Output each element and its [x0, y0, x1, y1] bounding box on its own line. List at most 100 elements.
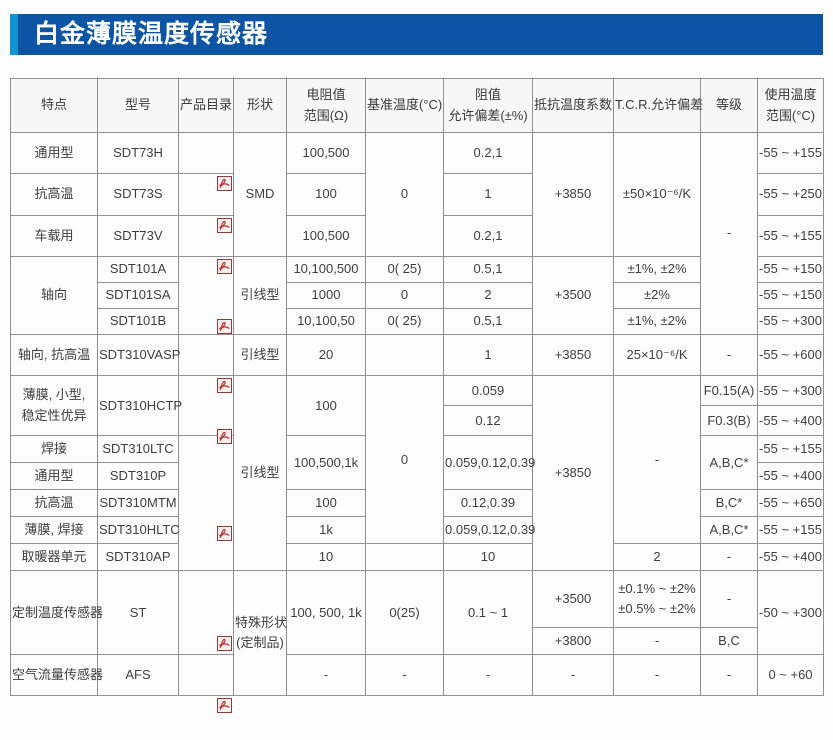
pdf-link-cell: [178, 131, 234, 192]
table-cell: -: [613, 627, 701, 656]
pdf-icon[interactable]: [202, 298, 232, 334]
table-row: 焊接 SDT310LTC 100,500,1k 0.059,0.12,0.39 A,B…: [10, 435, 824, 572]
pdf-link-cell: [178, 214, 234, 274]
pdf-icon[interactable]: [202, 409, 232, 444]
table-row: 薄膜, 焊接 SDT310HLTC 1k 0.059,0.12,0.39 A,B,C* -…: [10, 516, 824, 545]
table-cell: 通用型: [10, 462, 98, 491]
column-header: T.C.R.允许偏差: [613, 78, 703, 133]
table-cell: 取暖器单元: [10, 543, 98, 572]
table-cell: -55 ~ +600: [757, 333, 824, 377]
table-cell: +3850: [532, 333, 614, 377]
table-cell: 定制温度传感器: [10, 570, 103, 656]
table-cell: ±50×10⁻⁶/K: [613, 132, 701, 257]
table-cell: -55 ~ +150: [757, 255, 824, 283]
table-cell: [365, 543, 444, 572]
table-cell: -55 ~ +155: [757, 435, 824, 464]
table-cell: 0.2,1: [443, 214, 533, 257]
table-cell: -: [613, 654, 701, 697]
table-cell: 20: [286, 333, 366, 377]
column-header: 产品目录: [178, 78, 234, 133]
table-cell: 0: [365, 375, 444, 545]
table-cell: SDT310MTM: [97, 489, 179, 518]
table-cell: 0: [365, 132, 444, 257]
table-cell: SDT310VASP: [97, 333, 180, 377]
table-cell: 0.059: [443, 375, 533, 407]
table-cell: -55 ~ +400: [757, 543, 824, 572]
sensor-spec-table: 特点 型号 产品目录 形状 电阻值 范围(Ω) 基准温度(°C) 阻值 允许偏差(±%) 抵抗…: [10, 78, 824, 714]
table-cell: SDT101SA: [97, 281, 179, 309]
table-cell: SDT73H: [97, 131, 179, 175]
table-row: 0.12 F0.3(B) -55 ~ +400: [11, 405, 824, 437]
table-cell: A,B,C*: [700, 516, 758, 545]
table-cell: SDT310P: [97, 462, 179, 491]
table-cell: -: [532, 654, 614, 697]
pdf-icon[interactable]: [202, 156, 232, 192]
table-cell: 1: [443, 173, 533, 216]
table-row: 薄膜, 小型, 稳定性优异 SDT310HCTP 引线型 100 0 0.059 +385…: [10, 375, 824, 572]
column-header: 电阻值 范围(Ω): [286, 78, 366, 133]
table-cell: 25×10⁻⁶/K: [613, 333, 701, 377]
table-cell: -55 ~ +300: [757, 307, 824, 335]
table-cell: 抗高温: [10, 173, 98, 216]
table-cell: 0.5,1: [443, 307, 533, 335]
table-cell: +3500: [532, 255, 614, 335]
pdf-link-cell: [178, 435, 234, 572]
pdf-icon[interactable]: [202, 678, 232, 714]
pdf-icon[interactable]: [202, 197, 232, 233]
table-cell: -: [700, 654, 758, 697]
table-cell: -55 ~ +155: [757, 214, 824, 257]
table-cell: 0(25): [365, 570, 444, 656]
table-cell: 引线型: [233, 375, 287, 572]
pdf-icon[interactable]: [202, 239, 232, 274]
table-cell: SDT101A: [97, 255, 179, 283]
table-cell: -50 ~ +300: [757, 570, 824, 656]
page-content: 白金薄膜温度传感器 特点 型号 产品目录 形状 电阻值 范围(Ω) 基准温度(°C) 阻值 …: [10, 14, 824, 714]
table-cell: 1000: [286, 281, 366, 309]
table-cell: F0.15(A): [700, 375, 758, 407]
table-cell: ±1%, ±2%: [613, 255, 701, 283]
pdf-link-cell: [178, 570, 234, 656]
pdf-icon[interactable]: [202, 506, 232, 542]
table-row: 通用型 SDT310P -55 ~ +400: [10, 462, 824, 491]
table-cell: SDT73S: [97, 173, 179, 216]
table-row: 轴向 SDT101A 引线型 10,100,500 0( 25) 0.5,1 +3500 ±…: [10, 255, 824, 335]
table-row: 取暖器单元 SDT310AP 10 10 2- -55 ~ +400: [10, 543, 824, 572]
page-title: 白金薄膜温度传感器: [34, 20, 269, 48]
table-row: 通用型 SDT73H SMD 100,500 0 0.2,1 +3850 ±50×10⁻⁶/…: [10, 131, 824, 335]
table-row: 抗高温 SDT73S 100 1 -55 ~ +250: [10, 173, 824, 233]
pdf-link-cell: [178, 255, 234, 335]
pdf-icon[interactable]: [202, 616, 232, 651]
table-cell: 2: [443, 281, 533, 309]
column-header: 使用温度 范围(°C): [757, 78, 824, 133]
table-cell: -55 ~ +300: [757, 375, 824, 407]
table-cell: SDT73V: [97, 214, 179, 257]
table-cell: ±1%, ±2%: [613, 307, 701, 335]
column-header: 阻值 允许偏差(±%): [443, 78, 533, 133]
table-cell: 引线型: [233, 255, 287, 335]
table-cell: -55 ~ +650: [757, 489, 824, 518]
table-row: 轴向, 抗高温 SDT310VASP 引线型 20 1 +3850 25×10⁻⁶/K - -…: [10, 333, 824, 394]
header-row: 特点 型号 产品目录 形状 电阻值 范围(Ω) 基准温度(°C) 阻值 允许偏差(±%) 抵抗…: [10, 78, 824, 133]
table-cell: SMD: [233, 132, 287, 257]
table-cell: 1k: [286, 516, 366, 545]
pdf-icon[interactable]: [202, 358, 232, 394]
column-header: 形状: [233, 78, 287, 133]
table-cell: 0.5,1: [443, 255, 533, 283]
table-cell: 0.1 ~ 1: [443, 570, 533, 656]
table-cell: -55 ~ +250: [757, 173, 824, 216]
column-header: 特点: [10, 78, 98, 133]
table-cell: 10: [286, 543, 366, 572]
table-cell: 薄膜, 焊接: [10, 516, 98, 545]
table-cell: B,C*: [700, 489, 758, 518]
table-cell: 2: [613, 543, 701, 572]
table-cell: ±2%: [613, 281, 701, 309]
table-cell: +3850: [532, 375, 614, 572]
table-cell: 100,500,1k: [286, 435, 366, 491]
table-cell: 0.059,0.12,0.39: [443, 435, 535, 491]
table-cell: B,C: [700, 627, 758, 656]
table-row: 抗高温 SDT310MTM 100 0.12,0.39 B,C* -55 ~ +650: [10, 489, 824, 518]
table-cell: -55 ~ +155: [757, 131, 824, 175]
table-cell: -: [286, 654, 366, 697]
table-cell: 0( 25): [365, 255, 444, 283]
table-cell: 0: [365, 281, 444, 309]
